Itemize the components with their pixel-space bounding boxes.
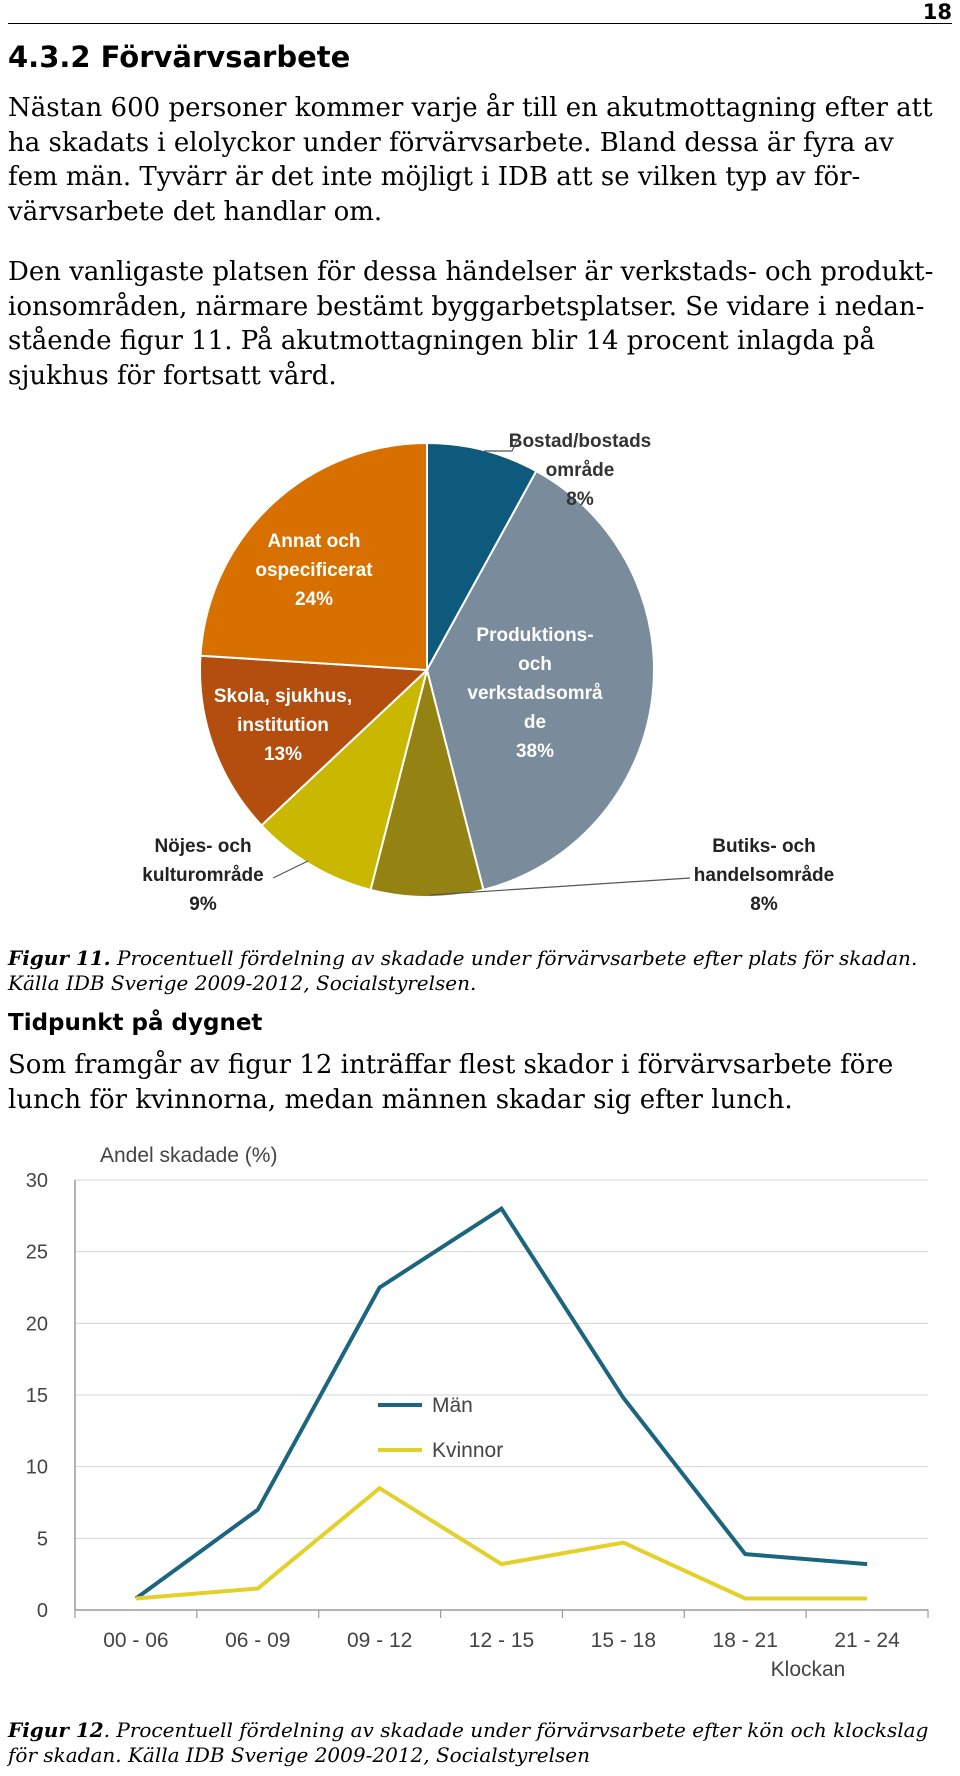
pie-label-line: 13% (264, 744, 302, 765)
subsection-heading: Tidpunkt på dygnet (8, 1010, 263, 1036)
pie-slice (199, 654, 430, 827)
pie-chart: Bostad/bostads område 8% Produktions-och ver… (142, 431, 834, 915)
text-line: värvsarbete det handlar om. (8, 196, 383, 227)
pie-label-line: ospecificerat (255, 560, 373, 581)
caption-text: Källa IDB Sverige 2009-2012, Socialstyre… (8, 971, 477, 995)
pie-label: Produktions-och verkstadsområ de 38% (467, 625, 603, 762)
leader-line (484, 438, 519, 452)
series-line (134, 1205, 868, 1601)
y-tick-label: 15 (26, 1385, 48, 1407)
caption-label: Figur 12 (8, 1718, 104, 1742)
pie-label-line: institution (237, 715, 329, 736)
pie-label-line: handelsområde (694, 865, 834, 886)
pie-label-line: område (546, 460, 615, 481)
pie-label-line: kulturområde (142, 865, 263, 886)
pie-label-line: Produktions- (476, 625, 593, 646)
text-line: Nästan 600 personer kommer varje år till… (8, 93, 933, 123)
text-line: Som framgår av figur 12 inträffar flest … (8, 1050, 894, 1080)
y-tick-label: 25 (26, 1242, 48, 1264)
pie-label-line: de (524, 712, 546, 733)
pie-label-line: 38% (516, 741, 554, 762)
text-line: ha skadats i elolyckor under förvärvsarb… (8, 127, 894, 158)
pie-label: Nöjes- och kulturområde 9% (142, 836, 263, 915)
pie-label-line: Annat och (268, 531, 361, 552)
y-tick-label: 5 (37, 1528, 48, 1550)
page-number: 18 (922, 0, 952, 24)
caption-text: för skadan. Källa IDB Sverige 2009-2012,… (8, 1743, 591, 1767)
header-rule (8, 23, 952, 24)
caption-text: . Procentuell fördelning av skadade unde… (103, 1718, 929, 1742)
x-tick-label: 18 - 21 (713, 1629, 778, 1652)
legend-label: Män (432, 1394, 473, 1417)
text-line: ionsområden, närmare bestämt byggarbetsp… (8, 291, 925, 322)
pie-slice (425, 469, 655, 892)
y-tick-label: 0 (37, 1600, 48, 1622)
pie-label-line: 24% (295, 589, 333, 610)
x-axis-title: Klockan (771, 1658, 846, 1681)
pie-label-line: verkstadsområ (467, 683, 603, 704)
pie-slice (199, 441, 428, 672)
x-tick-label: 12 - 15 (469, 1629, 534, 1652)
leader-line (272, 860, 309, 879)
figure-12-caption: Figur 12. Procentuell fördelning av skad… (8, 1718, 953, 1768)
y-axis-title: Andel skadade (%) (100, 1144, 277, 1167)
pie-slice (260, 666, 429, 892)
pie-label-line: 8% (566, 489, 594, 510)
x-tick-label: 00 - 06 (103, 1629, 168, 1652)
y-tick-label: 30 (26, 1170, 48, 1192)
y-tick-label: 10 (26, 1457, 48, 1479)
pie-label-line: 9% (189, 894, 217, 915)
pie-label-line: Skola, sjukhus, (214, 686, 352, 707)
leader-line (429, 877, 691, 896)
intro-paragraph: Nästan 600 personer kommer varje år till… (8, 91, 953, 229)
figure-11-caption: Figur 11. Procentuell fördelning av skad… (8, 946, 953, 996)
y-tick-label: 20 (26, 1313, 48, 1335)
legend-label: Kvinnor (432, 1439, 503, 1462)
pie-label: Annat och ospecificerat 24% (255, 531, 373, 610)
section-heading: 4.3.2 Förvärvsarbete (8, 40, 351, 74)
x-tick-label: 09 - 12 (347, 1629, 412, 1652)
pie-label-line: Nöjes- och (154, 836, 251, 857)
pie-label-line: Butiks- och (712, 836, 815, 857)
caption-text: Procentuell fördelning av skadade under … (116, 946, 918, 970)
x-tick-label: 21 - 24 (834, 1629, 900, 1652)
pie-label: Bostad/bostads område 8% (509, 431, 652, 510)
pie-slice (369, 669, 485, 899)
pie-label-line: Bostad/bostads (509, 431, 652, 452)
pie-label-line: 8% (750, 894, 778, 915)
text-line: stående figur 11. På akutmottagningen bl… (8, 326, 876, 356)
text-line: sjukhus för fortsatt vård. (8, 360, 337, 391)
text-line: fem män. Tyvärr är det inte möjligt i ID… (8, 162, 861, 192)
line-chart: 0 5 10 15 20 25 30 00 - 06 06 - 09 09 - 12 12 - 15… (26, 1144, 929, 1681)
text-line: lunch för kvinnorna, medan männen skadar… (8, 1084, 793, 1115)
caption-label: Figur 11. (8, 946, 111, 970)
pie-slice (426, 441, 538, 671)
time-paragraph: Som framgår av figur 12 inträffar flest … (8, 1048, 953, 1117)
pie-label: Skola, sjukhus, institution 13% (214, 686, 352, 765)
pie-label-line: och (518, 654, 552, 675)
series-line (135, 1485, 868, 1601)
x-tick-label: 06 - 09 (225, 1629, 290, 1652)
x-tick-label: 15 - 18 (591, 1629, 656, 1652)
pie-label: Butiks- och handelsområde 8% (694, 836, 834, 915)
location-paragraph: Den vanligaste platsen för dessa händels… (8, 255, 953, 393)
text-line: Den vanligaste platsen för dessa händels… (8, 257, 934, 287)
